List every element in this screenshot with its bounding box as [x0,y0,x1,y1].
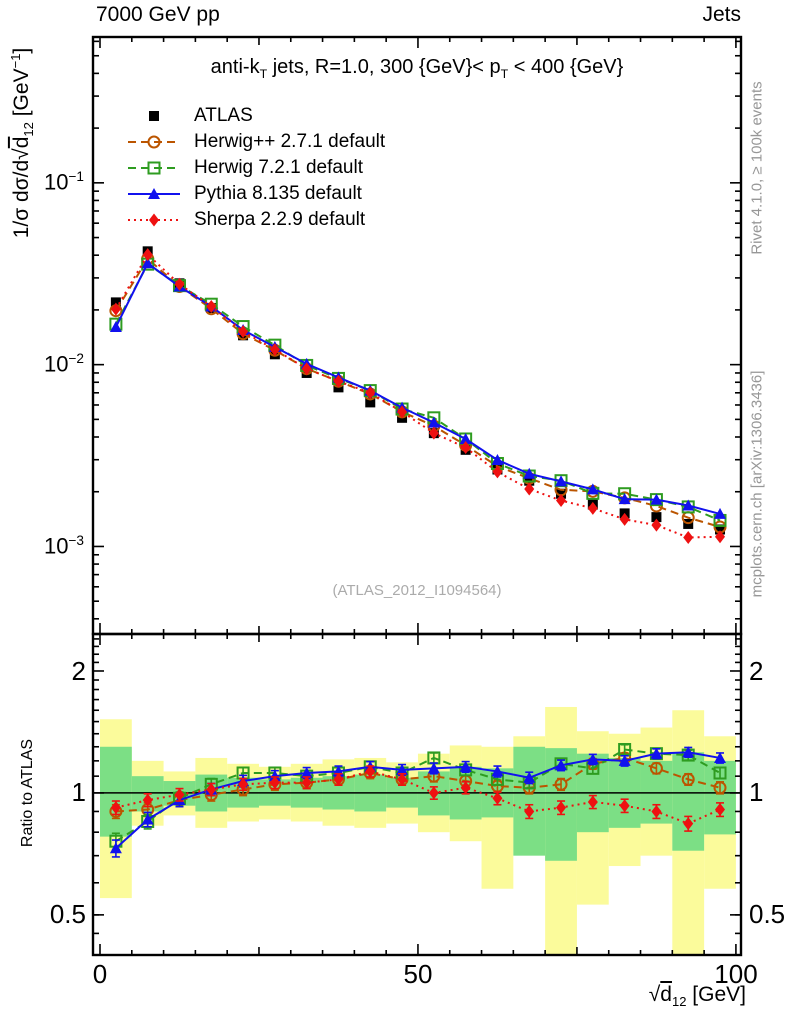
ratio-ytick-1-right: 1 [749,777,764,807]
y-axis-label-main: 1/σ dσ/d√d12 [GeV−1] [7,47,37,239]
legend-label: Herwig++ 2.7.1 default [194,131,386,152]
legend-label: Sherpa 2.2.9 default [194,209,366,230]
xtick-0: 0 [92,959,108,989]
ytick-1e-1: 10−1 [43,169,84,195]
ratio-ytick-1-left: 1 [71,777,86,807]
herwig7-marker-icon [127,158,181,178]
ratio-ytick-2-right: 2 [749,656,764,686]
ytick-1e-3: 10−3 [43,533,84,559]
atlas-marker-icon [127,106,181,126]
legend-item-herwig7: Herwig 7.2.1 default [127,155,385,181]
watermark: (ATLAS_2012_I1094564) [332,582,502,599]
ratio-ytick-05-left: 0.5 [49,899,86,929]
analysis-group-label: Jets [702,3,741,26]
beam-label: 7000 GeV pp [96,3,220,26]
legend: ATLAS Herwig++ 2.7.1 default Herwig 7.2.… [127,103,385,233]
ratio-ytick-05-right: 0.5 [749,899,786,929]
legend-label: Pythia 8.135 default [194,183,362,204]
sherpa-marker-icon [127,210,181,230]
ratio-ytick-2-left: 2 [71,656,86,686]
legend-item-atlas: ATLAS [127,103,385,129]
legend-label: Herwig 7.2.1 default [194,157,363,178]
rivet-version-label: Rivet 4.1.0, ≥ 100k events [748,81,766,255]
x-axis-label: √d12 [GeV] [648,983,746,1010]
herwigpp-marker-icon [127,132,181,152]
legend-item-pythia: Pythia 8.135 default [127,181,385,207]
legend-item-sherpa: Sherpa 2.2.9 default [127,207,385,233]
mcplots-arxiv-label: mcplots.cern.ch [arXiv:1306.3436] [748,370,766,598]
plot-title: anti-kT jets, R=1.0, 300 {GeV}< pT < 400… [210,56,624,81]
xtick-50: 50 [403,959,433,989]
legend-item-herwigpp: Herwig++ 2.7.1 default [127,129,385,155]
ytick-1e-2: 10−2 [43,351,84,377]
xtick-100: 100 [714,959,758,989]
legend-label: ATLAS [194,105,253,126]
pythia-marker-icon [127,184,181,204]
